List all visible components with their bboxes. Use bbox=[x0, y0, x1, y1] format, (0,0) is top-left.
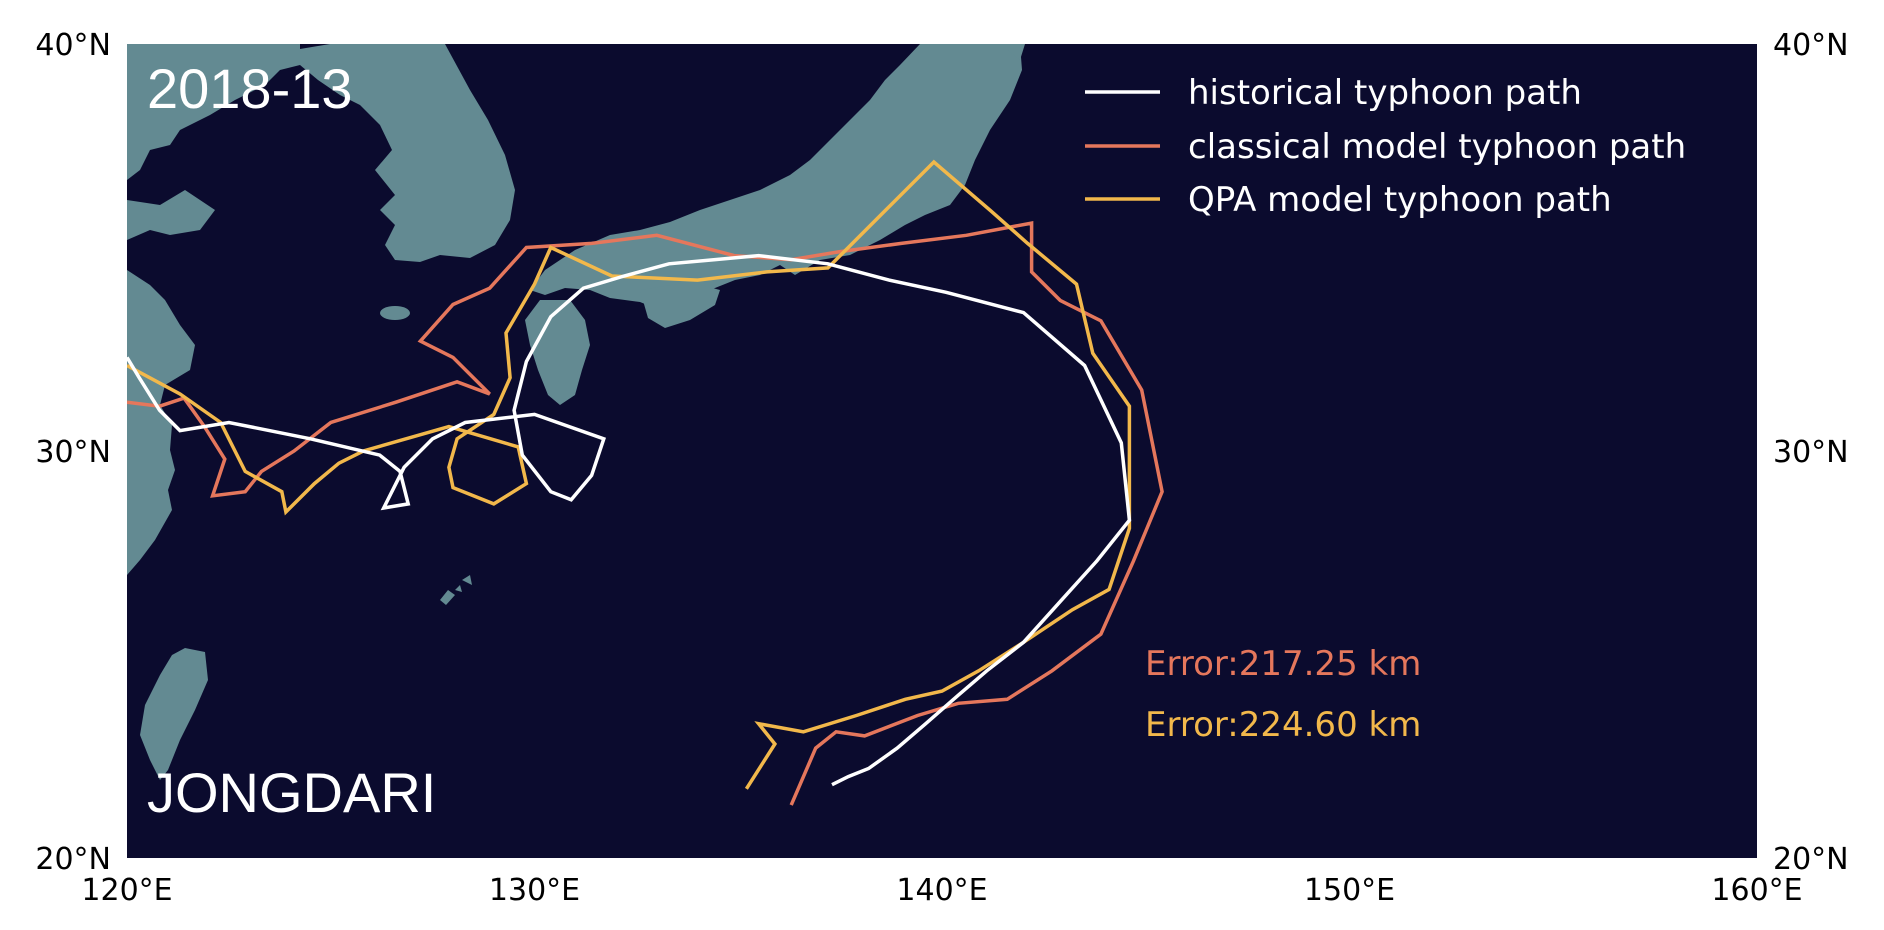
legend-label-qpa: QPA model typhoon path bbox=[1188, 180, 1612, 220]
season-label: 2018-13 bbox=[147, 57, 353, 120]
jeju-island bbox=[380, 306, 410, 320]
china-coast bbox=[127, 270, 195, 575]
shikoku bbox=[640, 282, 720, 328]
y-tick-label-left: 40°N bbox=[35, 28, 111, 63]
korea-peninsula bbox=[282, 44, 515, 262]
classical-error-label: Error:217.25 km bbox=[1145, 644, 1421, 684]
y-tick-label-left: 20°N bbox=[35, 842, 111, 877]
y-tick-label-right: 30°N bbox=[1773, 435, 1849, 470]
historical-typhoon-track bbox=[127, 253, 1132, 787]
legend-label-classical: classical model typhoon path bbox=[1188, 127, 1686, 167]
x-tick-label: 120°E bbox=[81, 873, 172, 908]
northern-japan bbox=[1000, 44, 1025, 60]
northeast-china bbox=[127, 44, 300, 180]
y-tick-label-right: 40°N bbox=[1773, 28, 1849, 63]
kyushu bbox=[525, 300, 590, 405]
legend: historical typhoon path classical model … bbox=[1085, 73, 1686, 220]
typhoon-tracks bbox=[127, 159, 1164, 806]
qpa-typhoon-track bbox=[127, 159, 1132, 790]
y-tick-label-left: 30°N bbox=[35, 435, 111, 470]
typhoon-name: JONGDARI bbox=[147, 761, 436, 824]
shandong-peninsula bbox=[127, 190, 215, 240]
x-tick-label: 160°E bbox=[1711, 873, 1802, 908]
x-tick-label: 140°E bbox=[896, 873, 987, 908]
y-tick-label-right: 20°N bbox=[1773, 842, 1849, 877]
taiwan bbox=[140, 648, 208, 780]
x-tick-label: 130°E bbox=[489, 873, 580, 908]
land-masses bbox=[127, 44, 1025, 780]
x-tick-label: 150°E bbox=[1304, 873, 1395, 908]
axis-ticks: 120°E 130°E 140°E 150°E 160°E20°N 20°N30°N 30°… bbox=[35, 28, 1848, 908]
ryukyu-islands bbox=[440, 575, 472, 605]
honshu bbox=[530, 44, 1022, 310]
qpa-error-label: Error:224.60 km bbox=[1145, 705, 1421, 745]
legend-label-historical: historical typhoon path bbox=[1188, 73, 1582, 113]
